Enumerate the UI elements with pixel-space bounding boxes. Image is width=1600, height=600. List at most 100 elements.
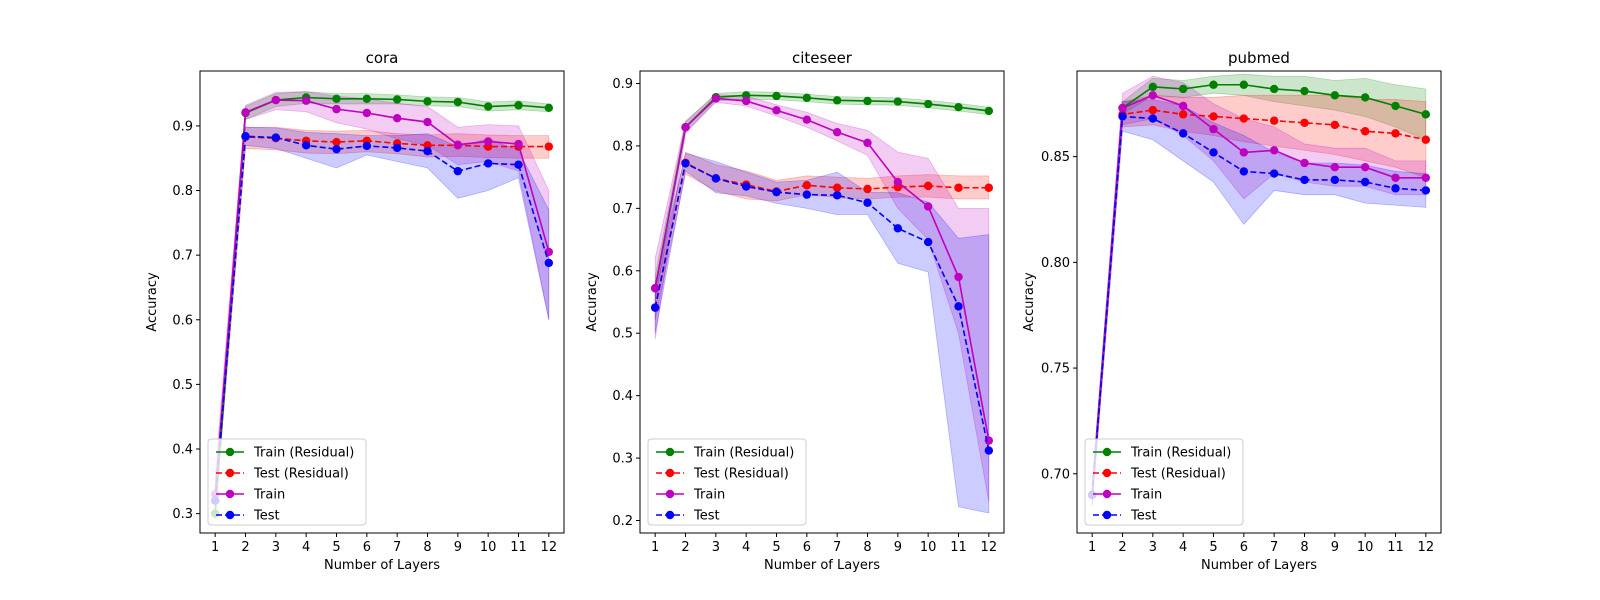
legend-marker-train xyxy=(665,489,675,499)
point-test-12 xyxy=(984,446,994,455)
point-train-9 xyxy=(1330,163,1340,172)
x-tick-label-6: 6 xyxy=(803,540,811,555)
point-train-residual-10 xyxy=(923,99,933,109)
y-tick-label-3: 0.5 xyxy=(612,327,633,342)
point-test-3 xyxy=(271,133,281,142)
point-test-residual-6 xyxy=(802,181,812,190)
legend-box xyxy=(207,438,367,526)
point-train-residual-7 xyxy=(832,96,842,105)
x-tick-label-8: 8 xyxy=(423,540,431,555)
legend-box xyxy=(1084,438,1244,526)
band-test-residual xyxy=(654,151,990,321)
line-train xyxy=(214,99,550,495)
legend-marker-train xyxy=(225,489,235,499)
point-test-residual-11 xyxy=(1391,129,1400,138)
point-test-9 xyxy=(453,166,463,176)
legend-label-train: Train xyxy=(693,488,725,503)
point-train-7 xyxy=(392,113,402,123)
legend-label-test-residual: Test (Residual) xyxy=(693,467,789,482)
point-test-11 xyxy=(514,160,523,169)
y-tick-label-1: 0.4 xyxy=(172,443,193,458)
point-train-9 xyxy=(893,177,903,187)
x-tick-label-5: 5 xyxy=(1209,540,1217,555)
point-train-residual-11 xyxy=(514,101,523,110)
x-tick-label-10: 10 xyxy=(1357,540,1374,555)
x-tick-label-5: 5 xyxy=(772,540,780,555)
x-tick-label-3: 3 xyxy=(712,540,720,555)
point-test-12 xyxy=(1421,186,1431,195)
x-tick-label-12: 12 xyxy=(541,540,558,555)
line-test xyxy=(654,162,990,451)
legend-label-train-residual: Train (Residual) xyxy=(693,446,794,461)
point-train-5 xyxy=(1209,124,1218,134)
point-test-10 xyxy=(923,237,933,247)
point-train-4 xyxy=(741,96,751,106)
point-train-2 xyxy=(241,108,250,117)
x-tick-label-5: 5 xyxy=(332,540,340,555)
point-train-residual-11 xyxy=(1391,101,1400,111)
x-tick-label-1: 1 xyxy=(651,540,659,555)
x-axis-label: Number of Layers xyxy=(764,558,880,573)
point-train-residual-9 xyxy=(453,97,463,107)
point-train-residual-6 xyxy=(362,94,372,103)
line-test xyxy=(1091,115,1426,496)
x-tick-label-4: 4 xyxy=(302,540,310,555)
point-test-7 xyxy=(832,191,842,200)
legend-marker-test-residual xyxy=(665,468,675,478)
axes-frame xyxy=(639,70,1005,534)
x-tick-label-11: 11 xyxy=(950,540,967,555)
point-test-9 xyxy=(893,224,903,233)
x-tick-label-6: 6 xyxy=(363,540,371,555)
point-test-11 xyxy=(954,302,963,311)
point-train-7 xyxy=(832,127,842,137)
y-tick-label-0: 0.2 xyxy=(612,514,633,529)
point-train-residual-12 xyxy=(544,103,554,113)
point-train-5 xyxy=(332,104,341,114)
y-tick-label-2: 0.4 xyxy=(612,389,633,404)
point-train-11 xyxy=(954,272,963,282)
point-test-residual-9 xyxy=(1330,120,1340,130)
point-test-11 xyxy=(1391,184,1400,193)
plot-content xyxy=(210,91,554,521)
point-train-12 xyxy=(1421,173,1431,182)
point-test-residual-4 xyxy=(1178,110,1188,119)
x-tick-label-2: 2 xyxy=(681,540,689,555)
point-train-residual-8 xyxy=(1300,86,1309,96)
x-tick-label-3: 3 xyxy=(272,540,280,555)
legend-label-test: Test xyxy=(1130,509,1157,524)
legend-marker-train-residual xyxy=(225,447,235,457)
legend-marker-test xyxy=(1102,510,1112,520)
x-tick-label-12: 12 xyxy=(1418,540,1435,555)
band-train xyxy=(654,94,990,502)
point-train-10 xyxy=(923,202,933,211)
point-train-residual-9 xyxy=(1330,91,1340,100)
point-train-1 xyxy=(650,284,660,293)
line-train xyxy=(654,97,990,441)
chart-title: citeseer xyxy=(792,49,853,67)
point-train-6 xyxy=(802,115,812,124)
legend-label-train: Train xyxy=(253,488,285,503)
line-train xyxy=(1091,94,1426,496)
legend-label-test: Test xyxy=(253,509,280,524)
point-train-10 xyxy=(483,137,493,146)
point-train-residual-4 xyxy=(1178,84,1188,94)
point-test-residual-8 xyxy=(1300,118,1309,128)
point-train-residual-12 xyxy=(1421,110,1431,119)
point-train-10 xyxy=(1360,163,1370,172)
line-test-residual xyxy=(1091,109,1426,496)
panel-cora: 1 2 3 4 5 6 7 8 9 10 11 120.30.40.50.60.70.80.9cora… xyxy=(145,49,565,573)
x-tick-label-4: 4 xyxy=(1179,540,1187,555)
x-tick-label-4: 4 xyxy=(742,540,750,555)
point-test-3 xyxy=(1148,114,1158,123)
point-test-5 xyxy=(1209,148,1218,157)
point-test-residual-12 xyxy=(1421,135,1431,144)
x-tick-label-2: 2 xyxy=(1118,540,1126,555)
band-test xyxy=(1091,99,1427,506)
y-tick-label-6: 0.8 xyxy=(612,139,633,154)
line-train-residual xyxy=(1091,83,1427,496)
point-test-residual-7 xyxy=(1269,116,1279,125)
plot-content xyxy=(650,91,994,514)
point-test-7 xyxy=(1269,169,1279,178)
legend: Train (Residual) Test (Residual) Train Test xyxy=(1084,438,1244,526)
x-tick-label-1: 1 xyxy=(1088,540,1096,555)
